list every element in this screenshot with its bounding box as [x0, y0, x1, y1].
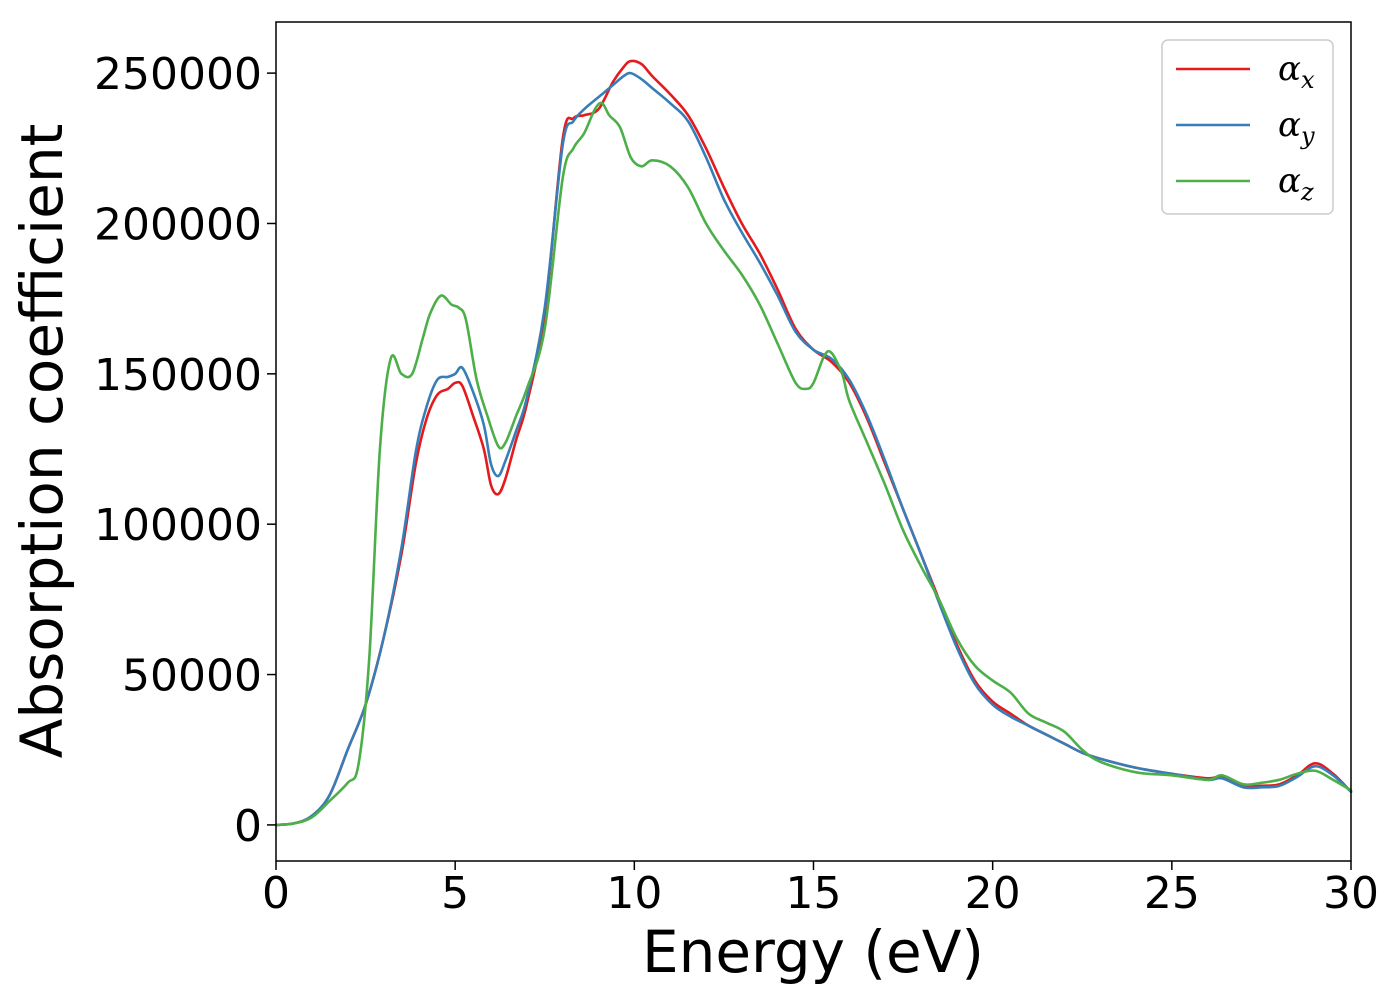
x-axis-ticks: 0 5 10 15 20 25 30 [262, 861, 1379, 919]
x-tick-label: 30 [1323, 868, 1379, 919]
series-line-z [274, 101, 1353, 827]
x-axis-label: Energy (eV) [642, 918, 984, 986]
y-axis-label: Absorption coefficient [8, 124, 76, 759]
y-tick-label: 150000 [94, 350, 262, 401]
x-tick-label: 0 [262, 868, 290, 919]
legend-label-x: αx [1278, 49, 1315, 94]
x-tick-label: 25 [1144, 868, 1200, 919]
y-tick-label: 100000 [94, 500, 262, 551]
legend-label-y: αy [1278, 105, 1315, 150]
legend-box [1161, 39, 1334, 215]
plot-lines [274, 59, 1353, 827]
x-tick-label: 10 [606, 868, 662, 919]
y-tick-label: 250000 [94, 49, 262, 100]
x-tick-label: 20 [965, 868, 1021, 919]
y-tick-label: 0 [234, 801, 262, 852]
series-line-y [274, 71, 1353, 827]
x-tick-label: 15 [786, 868, 842, 919]
legend-label-z: αz [1278, 161, 1314, 206]
y-tick-label: 50000 [122, 651, 262, 702]
x-tick-label: 5 [441, 868, 469, 919]
y-axis-ticks: 0 50000 100000 150000 200000 250000 [94, 49, 276, 852]
y-tick-label: 200000 [94, 199, 262, 250]
legend: αx αy αz [1161, 39, 1334, 215]
